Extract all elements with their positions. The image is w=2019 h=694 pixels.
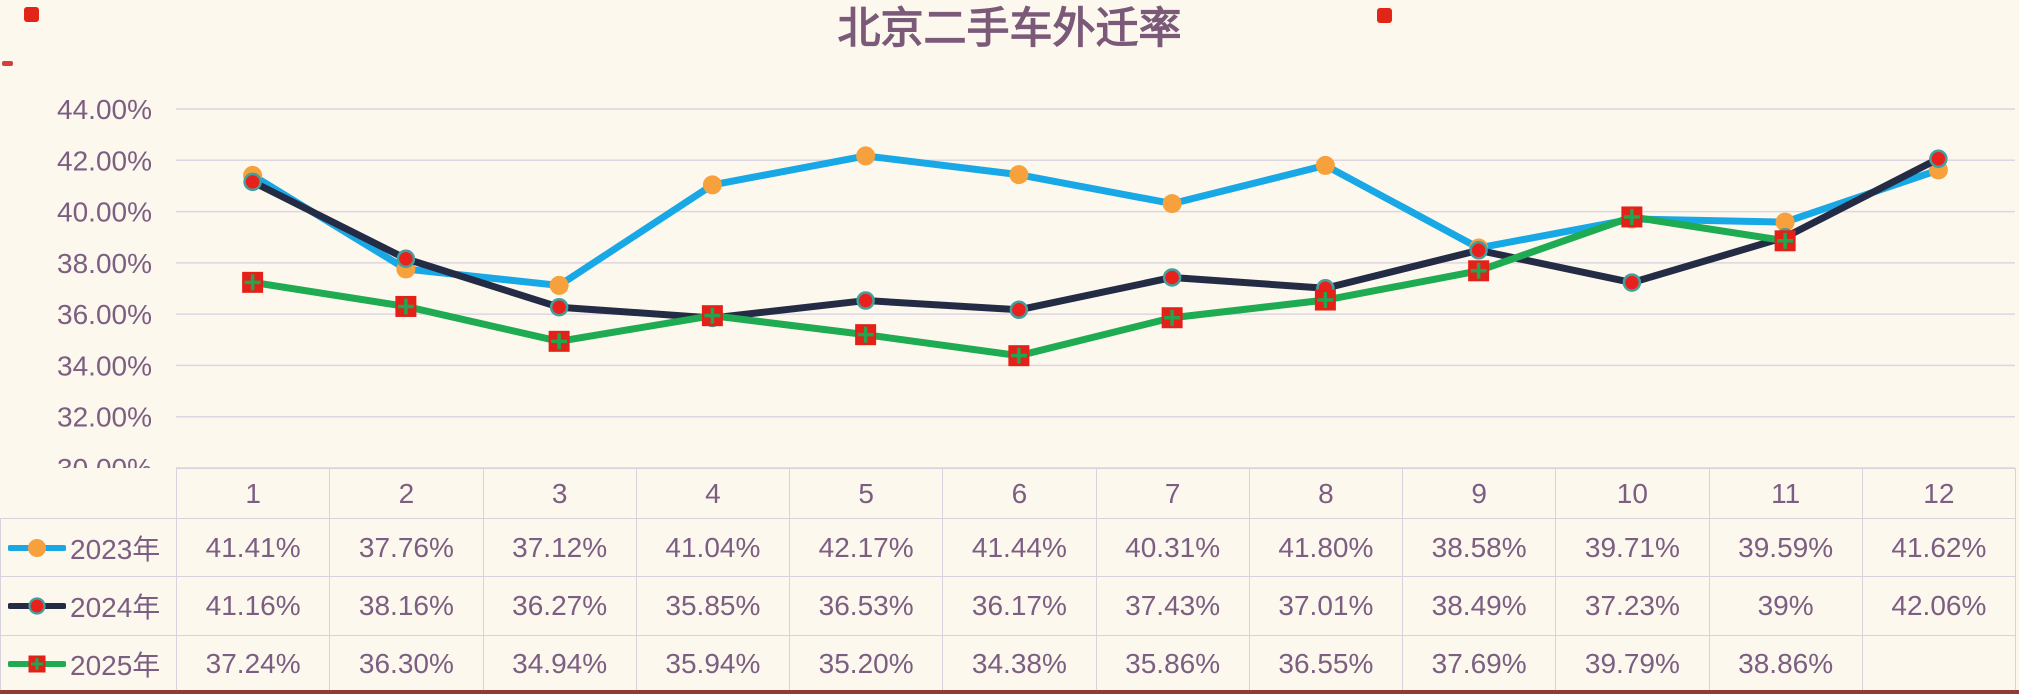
value-cell: 37.23% — [1555, 576, 1710, 636]
value-cell: 34.38% — [942, 634, 1097, 694]
value-cell: 37.12% — [482, 517, 637, 578]
y-axis-tick-label: 38.00% — [57, 248, 152, 279]
value-cell: 37.43% — [1095, 576, 1250, 636]
table-row-2023年: 2023年 41.41% 37.76% 37.12% 41.04% 42.17% 41.44… — [0, 517, 2017, 578]
value-cell: 41.16% — [175, 576, 331, 636]
y-axis-tick-label: 34.00% — [57, 350, 152, 381]
series-2024年[interactable] — [243, 149, 1948, 328]
y-axis-tick-label: 30.00% — [57, 453, 152, 468]
y-axis-tick-label: 44.00% — [57, 94, 152, 125]
value-cell: 39.59% — [1708, 517, 1863, 578]
table-row-2025年: 2025年 37.24% 36.30% 34.94% 35.94% 35.20% 34.38… — [0, 634, 2017, 694]
month-header-cell: 12 — [1861, 468, 2017, 519]
month-header-cell: 6 — [942, 468, 1097, 519]
value-cell: 34.94% — [482, 634, 637, 694]
table-body: 2023年 41.41% 37.76% 37.12% 41.04% 42.17% 41.44… — [0, 517, 2017, 694]
month-header-cell: 1 — [175, 468, 331, 519]
value-cell: 36.17% — [942, 576, 1097, 636]
value-cell: 41.41% — [175, 517, 331, 578]
value-cell: 39.79% — [1555, 634, 1710, 694]
value-cell: 38.86% — [1708, 634, 1863, 694]
legend-item-2025年[interactable]: 2025年 — [0, 634, 177, 694]
value-cell: 36.55% — [1248, 634, 1404, 694]
series-2023年[interactable] — [243, 146, 1948, 295]
legend-item-2023年[interactable]: 2023年 — [0, 517, 177, 578]
series-2025年[interactable] — [242, 206, 1796, 367]
value-cell — [1861, 634, 2017, 694]
month-header-cell: 4 — [635, 468, 791, 519]
value-cell: 38.49% — [1401, 576, 1557, 636]
line-chart-plot[interactable]: 44.00% 42.00% 40.00% 38.00% 36.00% 34.00% 32.0… — [0, 0, 2019, 468]
legend-label: 2023年 — [70, 533, 161, 565]
value-cell: 36.27% — [482, 576, 637, 636]
value-cell: 37.24% — [175, 634, 331, 694]
value-cell: 35.94% — [635, 634, 791, 694]
value-cell: 41.80% — [1248, 517, 1404, 578]
value-cell: 42.17% — [788, 517, 944, 578]
table-row-2024年: 2024年 41.16% 38.16% 36.27% 35.85% 36.53% 36.17… — [0, 576, 2017, 636]
value-cell: 36.53% — [788, 576, 944, 636]
red-dash-left-edge — [2, 61, 13, 66]
value-cell: 37.76% — [329, 517, 484, 578]
month-header-row: 1 2 3 4 5 6 7 8 9 10 11 12 — [0, 468, 2017, 519]
legend-key-2025年 — [8, 655, 66, 673]
legend-item-2024年[interactable]: 2024年 — [0, 576, 177, 636]
value-cell: 37.01% — [1248, 576, 1404, 636]
value-cell: 42.06% — [1861, 576, 2017, 636]
red-mark-top-right — [1377, 8, 1392, 23]
value-cell: 39% — [1708, 576, 1863, 636]
value-cell: 41.04% — [635, 517, 791, 578]
value-cell: 40.31% — [1095, 517, 1250, 578]
month-header-cell: 7 — [1095, 468, 1250, 519]
value-cell: 38.58% — [1401, 517, 1557, 578]
legend-key-2023年 — [8, 538, 66, 557]
y-axis-tick-label: 32.00% — [57, 402, 152, 433]
table-corner-cell — [0, 468, 177, 519]
value-cell: 41.44% — [942, 517, 1097, 578]
legend-label: 2024年 — [70, 591, 161, 623]
value-cell: 38.16% — [329, 576, 484, 636]
value-cell: 35.86% — [1095, 634, 1250, 694]
red-mark-top-left — [24, 7, 39, 22]
month-header-cell: 2 — [329, 468, 484, 519]
month-header-cell: 8 — [1248, 468, 1404, 519]
value-cell: 35.20% — [788, 634, 944, 694]
bottom-border-strip — [0, 690, 2019, 694]
month-header-cell: 5 — [788, 468, 944, 519]
value-cell: 41.62% — [1861, 517, 2017, 578]
y-axis-tick-label: 40.00% — [57, 197, 152, 228]
legend-label: 2025年 — [70, 650, 161, 682]
value-cell: 36.30% — [329, 634, 484, 694]
month-header-cell: 10 — [1555, 468, 1710, 519]
chart-data-table: 1 2 3 4 5 6 7 8 9 10 11 12 2023年 41.41% 37.76% 37.12% 4… — [0, 468, 2017, 694]
y-axis-tick-label: 42.00% — [57, 145, 152, 176]
y-axis-tick-label: 36.00% — [57, 299, 152, 330]
legend-key-2024年 — [8, 597, 66, 615]
chart-title: 北京二手车外迁率 — [837, 5, 1182, 53]
month-header-cell: 9 — [1401, 468, 1557, 519]
value-cell: 37.69% — [1401, 634, 1557, 694]
month-header-cell: 3 — [482, 468, 637, 519]
value-cell: 39.71% — [1555, 517, 1710, 578]
month-header-cell: 11 — [1708, 468, 1863, 519]
value-cell: 35.85% — [635, 576, 791, 636]
